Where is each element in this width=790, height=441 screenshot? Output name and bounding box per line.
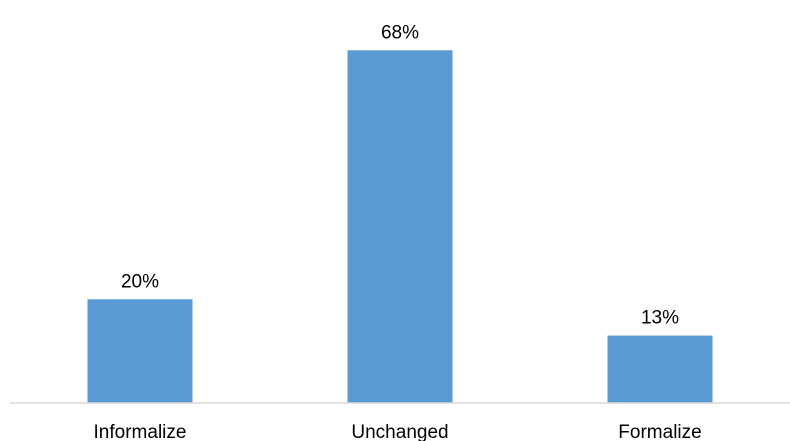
x-tick-label-informalize: Informalize bbox=[94, 422, 187, 441]
bar-formalize bbox=[607, 335, 713, 403]
data-label-informalize: 20% bbox=[121, 271, 159, 292]
x-tick-label-unchanged: Unchanged bbox=[351, 422, 448, 441]
x-tick-label-formalize: Formalize bbox=[618, 422, 701, 441]
data-labels-layer: 20% 68% 13% bbox=[121, 22, 679, 328]
bar-unchanged bbox=[347, 50, 453, 404]
bars-layer bbox=[87, 50, 713, 404]
bar-informalize bbox=[87, 299, 193, 403]
x-axis-tick-labels: Informalize Unchanged Formalize bbox=[94, 422, 702, 441]
data-label-formalize: 13% bbox=[641, 308, 679, 329]
data-label-unchanged: 68% bbox=[381, 22, 419, 43]
